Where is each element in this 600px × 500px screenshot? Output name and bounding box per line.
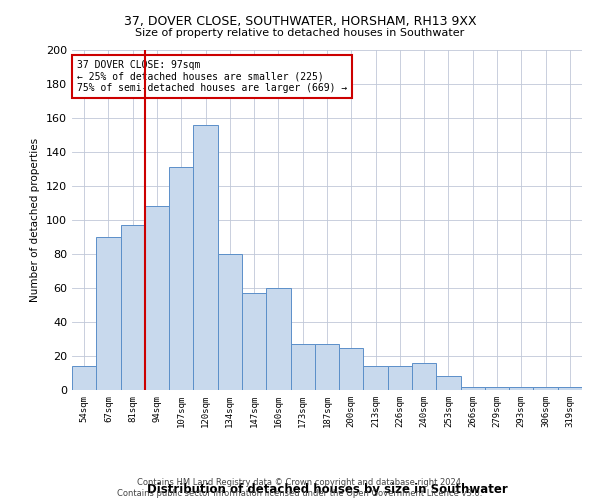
Bar <box>461 386 485 390</box>
Bar <box>242 293 266 390</box>
Bar <box>121 225 145 390</box>
Bar <box>436 376 461 390</box>
Bar <box>364 366 388 390</box>
Bar <box>412 363 436 390</box>
Bar <box>72 366 96 390</box>
Y-axis label: Number of detached properties: Number of detached properties <box>31 138 40 302</box>
Bar <box>315 344 339 390</box>
Bar <box>218 254 242 390</box>
Bar <box>290 344 315 390</box>
X-axis label: Distribution of detached houses by size in Southwater: Distribution of detached houses by size … <box>146 482 508 496</box>
Bar <box>339 348 364 390</box>
Bar <box>145 206 169 390</box>
Bar <box>485 386 509 390</box>
Bar <box>533 386 558 390</box>
Bar <box>96 237 121 390</box>
Bar <box>558 386 582 390</box>
Bar <box>509 386 533 390</box>
Text: 37, DOVER CLOSE, SOUTHWATER, HORSHAM, RH13 9XX: 37, DOVER CLOSE, SOUTHWATER, HORSHAM, RH… <box>124 15 476 28</box>
Bar <box>388 366 412 390</box>
Bar <box>193 125 218 390</box>
Text: Contains HM Land Registry data © Crown copyright and database right 2024.
Contai: Contains HM Land Registry data © Crown c… <box>118 478 482 498</box>
Bar <box>169 168 193 390</box>
Text: Size of property relative to detached houses in Southwater: Size of property relative to detached ho… <box>136 28 464 38</box>
Text: 37 DOVER CLOSE: 97sqm
← 25% of detached houses are smaller (225)
75% of semi-det: 37 DOVER CLOSE: 97sqm ← 25% of detached … <box>77 60 347 94</box>
Bar <box>266 288 290 390</box>
